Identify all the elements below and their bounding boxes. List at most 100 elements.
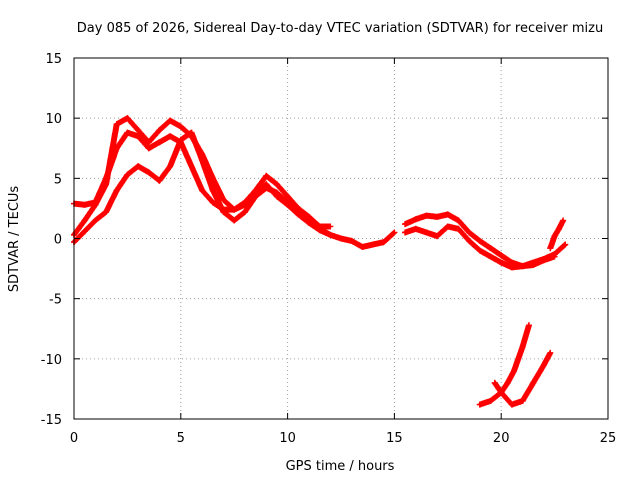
data-point [551,251,558,258]
data-point [81,217,88,224]
data-point [209,187,216,194]
data-point [103,209,110,216]
series-track-e [402,223,569,271]
x-tick-label: 0 [70,431,78,446]
data-point [402,229,409,236]
data-point [530,259,537,266]
data-point [145,145,152,152]
data-point [476,401,483,408]
series-marker-track [491,323,532,396]
data-point [560,217,567,224]
x-tick-label: 15 [386,431,403,446]
data-point [92,217,99,224]
data-point [81,201,88,208]
data-point [156,139,163,146]
data-point [231,217,238,224]
series-track-b [71,115,334,238]
data-point [167,117,174,124]
data-point [380,239,387,246]
data-point [113,121,120,128]
data-point [423,229,430,236]
x-tick-label: 20 [493,431,510,446]
series-track-c [71,129,398,250]
data-point [145,139,152,146]
data-point [555,225,562,232]
data-point [156,127,163,134]
data-point [241,209,248,216]
chart-title: Day 085 of 2026, Sidereal Day-to-day VTE… [77,21,603,36]
series-track-g [476,349,554,408]
data-point [525,322,532,329]
data-point [359,243,366,250]
data-point [551,233,558,240]
x-axis-title: GPS time / hours [286,459,395,474]
y-axis-title: SDTVAR / TECUs [7,186,22,293]
data-point [498,389,505,396]
y-tick-label: 15 [45,52,62,67]
data-point [530,379,537,386]
data-point [423,212,430,219]
data-point [263,184,270,191]
series-marker-track [71,129,333,230]
axis-ticks: 0 5 10 15 20 25 15 10 5 0 -5 -10 -15 [41,52,617,446]
data-point [263,172,270,179]
data-point [177,136,184,143]
series-track-h [491,322,532,396]
data-point [466,229,473,236]
data-point [338,235,344,242]
data-point [519,397,526,404]
data-point [209,199,216,206]
data-point [487,397,494,404]
data-point [412,216,419,223]
data-point [455,225,462,232]
data-point [177,123,184,130]
data-point [498,259,505,266]
data-point [508,264,515,271]
grid [74,58,608,419]
data-point [540,361,547,368]
data-point [167,163,174,170]
series-marker-track [71,115,333,238]
y-tick-label: -15 [41,413,62,428]
data-point [252,193,259,200]
data-point [188,129,195,136]
data-point [113,187,120,194]
y-tick-label: -5 [49,293,62,308]
data-point [412,225,419,232]
data-point [295,205,302,212]
data-point [511,367,518,374]
data-point [295,211,302,218]
data-point [284,193,291,200]
data-point [327,223,334,230]
data-point [519,263,526,270]
data-point [156,177,163,184]
data-point [167,133,174,140]
data-point [220,196,227,203]
data-point [562,241,569,248]
data-point [540,255,547,262]
data-point [220,209,227,216]
data-point [284,199,291,206]
data-point [434,213,441,220]
data-point [508,401,515,408]
data-points [71,115,569,408]
data-point [316,225,323,232]
x-tick-label: 10 [279,431,296,446]
data-point [504,379,511,386]
data-point [92,201,99,208]
data-point [124,171,131,178]
data-point [444,211,451,218]
data-point [547,245,554,252]
data-point [491,379,498,386]
data-point [487,253,494,260]
data-point [124,115,131,122]
data-point [273,181,280,188]
data-point [476,247,483,254]
data-point [434,233,441,240]
data-point [135,163,142,170]
series-track-f [547,217,567,252]
x-tick-label: 5 [177,431,185,446]
data-point [498,252,505,259]
data-point [547,349,554,356]
